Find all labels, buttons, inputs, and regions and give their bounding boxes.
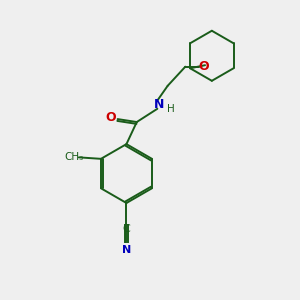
Text: N: N: [154, 98, 164, 111]
Text: H: H: [167, 104, 175, 114]
Text: O: O: [106, 111, 116, 124]
Text: O: O: [198, 60, 208, 73]
Text: N: N: [122, 244, 131, 254]
Text: C: C: [123, 224, 130, 234]
Text: CH₃: CH₃: [65, 152, 84, 162]
